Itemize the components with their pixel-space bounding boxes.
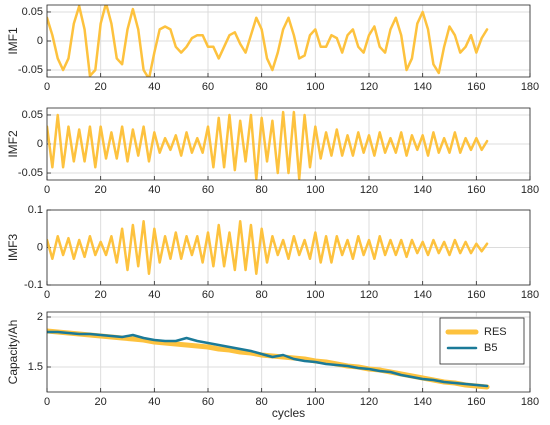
x-tick-label: 120	[360, 184, 378, 196]
x-tick-label: 160	[467, 396, 485, 408]
x-tick-label: 40	[148, 289, 160, 301]
x-tick-label: 80	[256, 184, 268, 196]
x-tick-label: 140	[413, 184, 431, 196]
x-tick-label: 120	[360, 81, 378, 93]
legend: RES B5	[439, 317, 525, 365]
x-tick-label: 120	[360, 289, 378, 301]
data-line	[47, 5, 489, 77]
x-tick-label: 100	[306, 396, 324, 408]
x-tick-label: 80	[256, 396, 268, 408]
x-tick-label: 0	[44, 396, 50, 408]
x-tick-label: 160	[467, 81, 485, 93]
x-tick-label: 160	[467, 184, 485, 196]
legend-label: B5	[484, 342, 497, 354]
x-tick-label: 180	[521, 184, 539, 196]
y-tick-label: 0.05	[22, 109, 43, 121]
y-tick-label: -0.05	[18, 167, 43, 179]
y-tick-label: 0	[37, 35, 43, 47]
x-tick-label: 60	[202, 81, 214, 93]
x-tick-label: 180	[521, 81, 539, 93]
x-tick-label: 20	[95, 289, 107, 301]
y-tick-label: 1.5	[28, 361, 43, 373]
x-tick-label: 80	[256, 289, 268, 301]
x-tick-label: 0	[44, 289, 50, 301]
x-tick-label: 80	[256, 81, 268, 93]
y-tick-label: -0.1	[24, 279, 43, 291]
x-tick-label: 40	[148, 396, 160, 408]
x-tick-label: 140	[413, 396, 431, 408]
data-line	[47, 220, 489, 275]
y-axis-label: IMF2	[6, 130, 20, 158]
x-tick-label: 0	[44, 81, 50, 93]
y-axis-label: IMF1	[6, 27, 20, 55]
y-tick-label: 0	[37, 241, 43, 253]
x-tick-label: 160	[467, 289, 485, 301]
axes-frame	[46, 4, 531, 78]
x-tick-label: 40	[148, 184, 160, 196]
x-tick-label: 180	[521, 289, 539, 301]
x-tick-label: 140	[413, 289, 431, 301]
data-line	[47, 330, 489, 388]
x-tick-label: 180	[521, 396, 539, 408]
y-tick-label: 0.05	[22, 6, 43, 18]
subplot: 0 20 40 60 80 100 120 140 160 180 1.5 2 Capacity/Ah c…	[6, 311, 539, 420]
y-axis-label: IMF3	[6, 234, 20, 262]
x-tick-label: 100	[306, 289, 324, 301]
x-tick-label: 60	[202, 184, 214, 196]
data-line	[47, 110, 489, 180]
x-tick-label: 60	[202, 289, 214, 301]
x-tick-label: 120	[360, 396, 378, 408]
y-tick-label: 0.1	[28, 204, 43, 216]
x-axis-label: cycles	[272, 406, 305, 420]
x-tick-label: 20	[95, 81, 107, 93]
x-tick-label: 20	[95, 184, 107, 196]
axes-frame	[46, 107, 531, 181]
legend-label: RES	[484, 326, 507, 338]
y-tick-label: -0.05	[18, 64, 43, 76]
x-tick-label: 60	[202, 396, 214, 408]
x-tick-label: 140	[413, 81, 431, 93]
x-tick-label: 100	[306, 184, 324, 196]
x-tick-label: 20	[95, 396, 107, 408]
y-axis-label: Capacity/Ah	[6, 320, 20, 385]
y-tick-label: 2	[37, 311, 43, 323]
x-tick-label: 0	[44, 184, 50, 196]
x-tick-label: 100	[306, 81, 324, 93]
x-tick-label: 40	[148, 81, 160, 93]
axes-frame	[46, 209, 531, 286]
axes-frame	[46, 311, 531, 393]
legend-box	[439, 317, 525, 365]
y-tick-label: 0	[37, 138, 43, 150]
